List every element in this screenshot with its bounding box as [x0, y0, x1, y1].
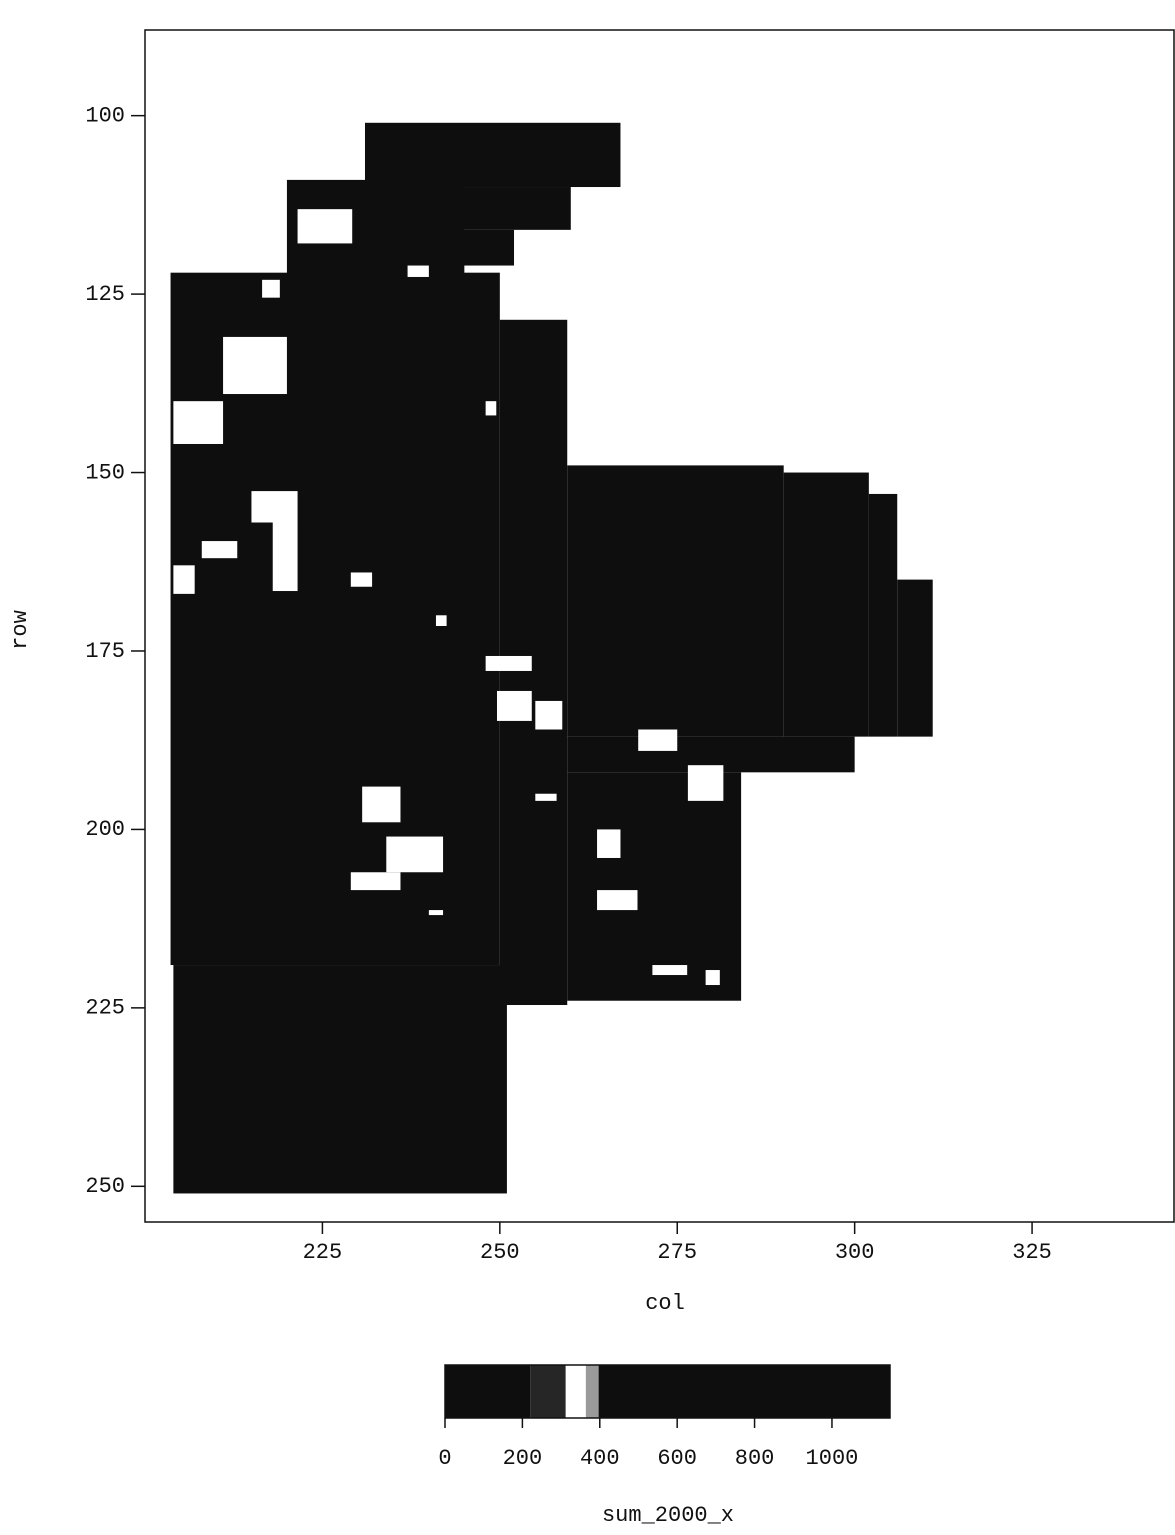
- raster-cell: [783, 472, 869, 737]
- raster-cell: [407, 265, 429, 277]
- raster-cell: [687, 765, 724, 801]
- raster-cell: [435, 615, 447, 626]
- y-tick-label: 150: [85, 460, 125, 485]
- colorbar-label: sum_2000_x: [602, 1503, 734, 1528]
- raster-cell: [173, 965, 507, 1194]
- raster-cell: [428, 910, 444, 916]
- colorbar-frame: [444, 1364, 891, 1419]
- colorbar-segment: [598, 1365, 890, 1418]
- colorbar-tick-label: 400: [580, 1446, 620, 1471]
- colorbar-tick-label: 1000: [806, 1446, 859, 1471]
- colorbar-tick-label: 800: [735, 1446, 775, 1471]
- raster-cell: [485, 655, 532, 671]
- raster-cell: [173, 401, 224, 444]
- x-tick-label: 300: [835, 1240, 875, 1265]
- raster-cell: [251, 491, 298, 523]
- y-axis-label: row: [8, 610, 33, 650]
- raster-cell: [897, 579, 933, 737]
- raster-cell: [170, 272, 500, 966]
- raster-cell: [272, 522, 298, 592]
- raster-cell: [705, 970, 720, 986]
- raster-cell: [535, 700, 563, 730]
- y-tick-label: 125: [85, 282, 125, 307]
- colorbar-tick-label: 600: [657, 1446, 697, 1471]
- raster-cell: [386, 836, 444, 873]
- raster-cell: [262, 279, 280, 298]
- raster-cell: [223, 336, 287, 395]
- colorbar-tick-label: 200: [503, 1446, 543, 1471]
- raster-cell: [567, 465, 784, 737]
- x-tick-label: 275: [657, 1240, 697, 1265]
- colorbar-tick-label: 0: [438, 1446, 451, 1471]
- raster-cell: [173, 565, 195, 594]
- raster-cell: [597, 829, 621, 858]
- raster-cell: [496, 690, 532, 721]
- x-tick-label: 325: [1012, 1240, 1052, 1265]
- raster-cell: [535, 793, 557, 801]
- x-axis-label: col: [645, 1291, 685, 1316]
- y-tick-label: 250: [85, 1174, 125, 1199]
- y-tick-label: 200: [85, 817, 125, 842]
- raster-cell: [597, 890, 638, 911]
- raster-cell: [567, 772, 742, 1001]
- y-tick-label: 100: [85, 103, 125, 128]
- plot-frame: [144, 29, 1175, 1223]
- raster-cell: [350, 872, 401, 891]
- raster-cell: [868, 493, 898, 737]
- raster-cell: [350, 572, 373, 587]
- raster-cell: [362, 786, 401, 823]
- x-tick-label: 250: [480, 1240, 520, 1265]
- raster-cell: [638, 729, 678, 751]
- raster-cell: [201, 541, 238, 559]
- raster-cell: [297, 209, 353, 244]
- raster-cell: [485, 401, 497, 416]
- x-tick-label: 225: [303, 1240, 343, 1265]
- colorbar-segment: [585, 1365, 599, 1418]
- y-tick-label: 175: [85, 639, 125, 664]
- raster-cell: [364, 122, 621, 188]
- y-tick-label: 225: [85, 996, 125, 1021]
- colorbar-segment: [565, 1365, 586, 1418]
- raster-cell: [652, 965, 688, 976]
- colorbar-segment: [445, 1365, 531, 1418]
- colorbar-segment: [530, 1365, 566, 1418]
